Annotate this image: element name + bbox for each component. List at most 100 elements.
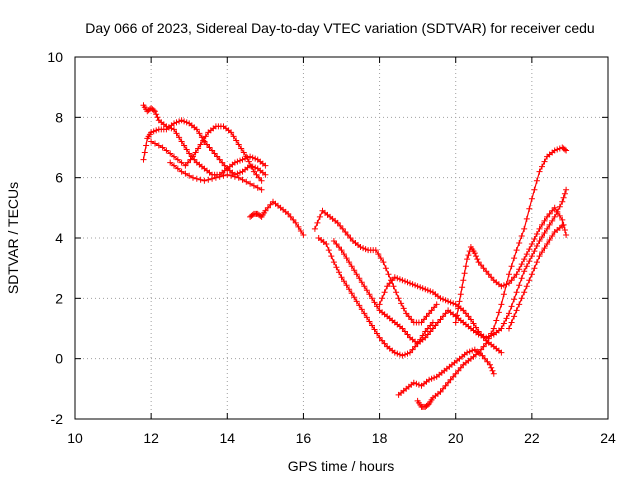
data-point — [230, 133, 237, 140]
series-line — [440, 189, 567, 339]
data-point — [325, 247, 332, 254]
data-point — [459, 284, 466, 291]
data-point — [418, 319, 425, 326]
data-point — [561, 146, 568, 153]
data-point — [214, 153, 221, 160]
data-point — [523, 283, 530, 290]
series-line — [508, 225, 563, 329]
data-point — [224, 171, 231, 178]
data-point — [371, 326, 378, 333]
data-point — [163, 147, 170, 154]
data-point — [410, 379, 417, 386]
data-point — [556, 212, 563, 219]
data-point — [531, 248, 538, 255]
data-point — [521, 289, 528, 296]
data-point — [343, 255, 350, 262]
data-point — [498, 349, 505, 356]
data-point — [560, 194, 567, 201]
data-point — [381, 289, 388, 296]
data-point — [427, 328, 434, 335]
data-point — [393, 289, 400, 296]
data-point — [197, 176, 204, 183]
data-point — [173, 119, 180, 126]
data-point — [447, 376, 454, 383]
data-point — [516, 240, 523, 246]
data-point — [556, 203, 563, 210]
data-point — [480, 265, 487, 272]
data-point — [521, 268, 528, 275]
data-point — [503, 315, 510, 322]
data-point — [523, 251, 530, 258]
data-point — [440, 296, 446, 303]
x-tick-label: 14 — [219, 430, 235, 446]
data-point — [212, 174, 219, 181]
data-point — [186, 150, 193, 157]
series-line — [150, 125, 263, 182]
data-point — [403, 310, 410, 317]
data-point — [228, 129, 235, 136]
x-tick-label: 22 — [524, 430, 540, 446]
data-point — [549, 233, 556, 239]
data-point — [353, 271, 360, 278]
data-point — [341, 251, 347, 258]
data-point — [150, 107, 157, 114]
data-point — [202, 133, 209, 140]
data-point — [398, 300, 405, 307]
data-point — [423, 313, 430, 320]
data-point — [561, 227, 568, 233]
data-point — [377, 255, 384, 262]
data-point — [511, 296, 518, 303]
data-point — [380, 259, 387, 266]
y-tick-label: 6 — [55, 170, 63, 186]
data-point — [184, 159, 191, 166]
data-point — [295, 223, 302, 230]
data-point — [248, 163, 255, 170]
data-point — [262, 171, 269, 178]
data-point — [526, 277, 533, 284]
data-point — [311, 225, 318, 232]
data-point — [533, 231, 540, 237]
data-point — [471, 250, 478, 257]
data-point — [508, 319, 515, 326]
data-point — [521, 225, 528, 232]
data-point — [205, 176, 212, 183]
data-point — [559, 198, 566, 205]
data-point — [351, 294, 358, 301]
data-point — [560, 221, 567, 228]
data-point — [513, 247, 520, 254]
y-tick-label: -2 — [51, 411, 64, 427]
data-point — [437, 388, 444, 395]
data-point — [488, 364, 495, 371]
data-point — [195, 145, 202, 152]
data-point — [454, 312, 460, 319]
data-point — [473, 253, 479, 260]
chart-title: Day 066 of 2023, Sidereal Day-to-day VTE… — [85, 20, 594, 36]
data-point — [151, 108, 158, 115]
data-point — [541, 158, 548, 165]
data-point — [539, 221, 545, 228]
data-point — [374, 330, 380, 337]
series-1 — [140, 102, 269, 178]
data-point — [490, 325, 497, 332]
data-point — [500, 320, 507, 327]
data-point — [357, 244, 364, 250]
y-tick-label: 4 — [55, 230, 63, 246]
x-tick-label: 18 — [372, 430, 388, 446]
data-point — [563, 147, 570, 154]
y-tick-label: 2 — [55, 290, 63, 306]
data-point — [356, 302, 363, 309]
data-point — [462, 263, 469, 270]
data-point — [178, 159, 185, 166]
data-point — [371, 299, 378, 306]
data-point — [394, 275, 401, 282]
data-point — [464, 256, 471, 263]
y-axis-label: SDTVAR / TECUs — [5, 182, 21, 294]
data-point — [247, 180, 254, 187]
data-point — [506, 271, 512, 278]
data-point — [235, 141, 242, 148]
data-point — [461, 270, 468, 277]
x-tick-label: 16 — [296, 430, 312, 446]
data-point — [533, 177, 540, 184]
data-point — [431, 374, 438, 381]
data-point — [528, 241, 535, 247]
